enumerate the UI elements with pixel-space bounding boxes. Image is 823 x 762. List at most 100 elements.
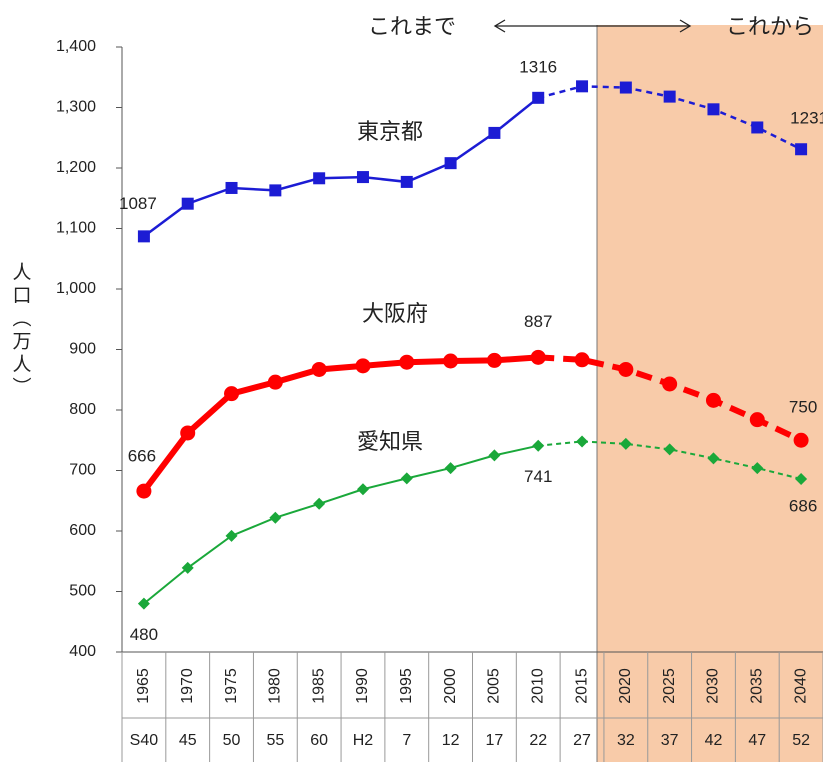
x-tick-label: 2000	[442, 668, 459, 704]
series	[137, 435, 808, 610]
marker	[224, 386, 240, 402]
marker	[707, 452, 720, 465]
era-label: 32	[617, 732, 635, 749]
marker	[137, 230, 150, 243]
era-label: H2	[353, 732, 374, 749]
era-label: 47	[748, 732, 766, 749]
line	[143, 96, 540, 238]
era-label: 52	[792, 732, 810, 749]
x-tick-label: 2010	[529, 668, 546, 704]
marker	[400, 175, 413, 188]
marker	[225, 181, 238, 194]
y-tick-label: 400	[69, 643, 96, 660]
marker	[488, 126, 501, 139]
marker	[181, 197, 194, 210]
marker	[795, 472, 808, 485]
x-tick-label: 2020	[617, 668, 634, 704]
marker	[225, 529, 238, 542]
x-tick-label: 2030	[705, 668, 722, 704]
marker	[313, 172, 326, 185]
marker	[576, 435, 589, 448]
marker	[795, 143, 808, 156]
marker	[705, 392, 721, 408]
era-label: 45	[179, 732, 197, 749]
era-label: 50	[223, 732, 241, 749]
marker	[400, 472, 413, 485]
x-tick-label: 2040	[792, 668, 809, 704]
era-label: S40	[130, 732, 159, 749]
y-tick-label: 500	[69, 583, 96, 600]
marker	[136, 483, 152, 499]
y-tick-label: 1,300	[56, 99, 96, 116]
marker	[532, 439, 545, 452]
marker	[355, 358, 371, 374]
data-label: 741	[524, 467, 552, 486]
marker	[444, 462, 457, 475]
y-axis-label: 人口（万人）	[10, 262, 32, 400]
arrow	[493, 19, 692, 33]
x-tick-label: 1990	[354, 668, 371, 704]
marker	[574, 352, 590, 368]
marker	[137, 597, 150, 610]
marker	[267, 374, 283, 390]
series-name: 大阪府	[362, 302, 428, 327]
x-tick-label: 1985	[310, 668, 327, 704]
data-label: 480	[130, 625, 158, 644]
x-tick-label: 2005	[486, 668, 503, 704]
marker	[618, 361, 634, 377]
marker	[749, 412, 765, 428]
marker	[793, 432, 809, 448]
annotation: これから	[726, 15, 814, 40]
marker	[707, 103, 720, 116]
era-label: 42	[705, 732, 723, 749]
marker	[181, 561, 194, 574]
marker	[313, 497, 326, 510]
marker	[663, 443, 676, 456]
data-label: 686	[789, 496, 817, 515]
x-tick-label: 1980	[267, 668, 284, 704]
marker	[576, 80, 589, 93]
x-tick-label: 1965	[135, 668, 152, 704]
marker	[269, 511, 282, 524]
era-label: 22	[529, 732, 547, 749]
x-tick-label: 1995	[398, 668, 415, 704]
y-tick-label: 1,000	[56, 280, 96, 297]
data-label: 666	[128, 447, 156, 466]
marker	[356, 171, 369, 184]
projection-area	[597, 25, 823, 762]
line	[143, 444, 539, 605]
marker	[751, 462, 764, 475]
x-tick-label: 2015	[573, 668, 590, 704]
data-label: 1087	[119, 194, 157, 213]
marker	[532, 91, 545, 104]
y-tick-label: 700	[69, 462, 96, 479]
marker	[619, 437, 632, 450]
y-tick-label: 1,400	[56, 38, 96, 55]
x-tick-label: 1970	[179, 668, 196, 704]
era-label: 37	[661, 732, 679, 749]
y-tick-label: 600	[69, 522, 96, 539]
series	[137, 80, 808, 243]
era-label: 27	[573, 732, 591, 749]
marker	[488, 449, 501, 462]
y-tick-label: 1,100	[56, 220, 96, 237]
y-tick-label: 800	[69, 401, 96, 418]
marker	[356, 483, 369, 496]
annotation: これまで	[368, 15, 456, 40]
marker	[444, 157, 457, 170]
era-label: 55	[266, 732, 284, 749]
marker	[663, 90, 676, 103]
x-tick-label: 2025	[661, 668, 678, 704]
marker	[399, 354, 415, 370]
data-label: 887	[524, 312, 552, 331]
data-label: 750	[789, 398, 817, 417]
data-label: 1231	[790, 109, 823, 128]
marker	[311, 361, 327, 377]
era-label: 12	[442, 732, 460, 749]
y-tick-label: 1,200	[56, 159, 96, 176]
era-label: 17	[486, 732, 504, 749]
marker	[180, 425, 196, 441]
marker	[486, 352, 502, 368]
marker	[619, 81, 632, 94]
line	[141, 354, 539, 493]
